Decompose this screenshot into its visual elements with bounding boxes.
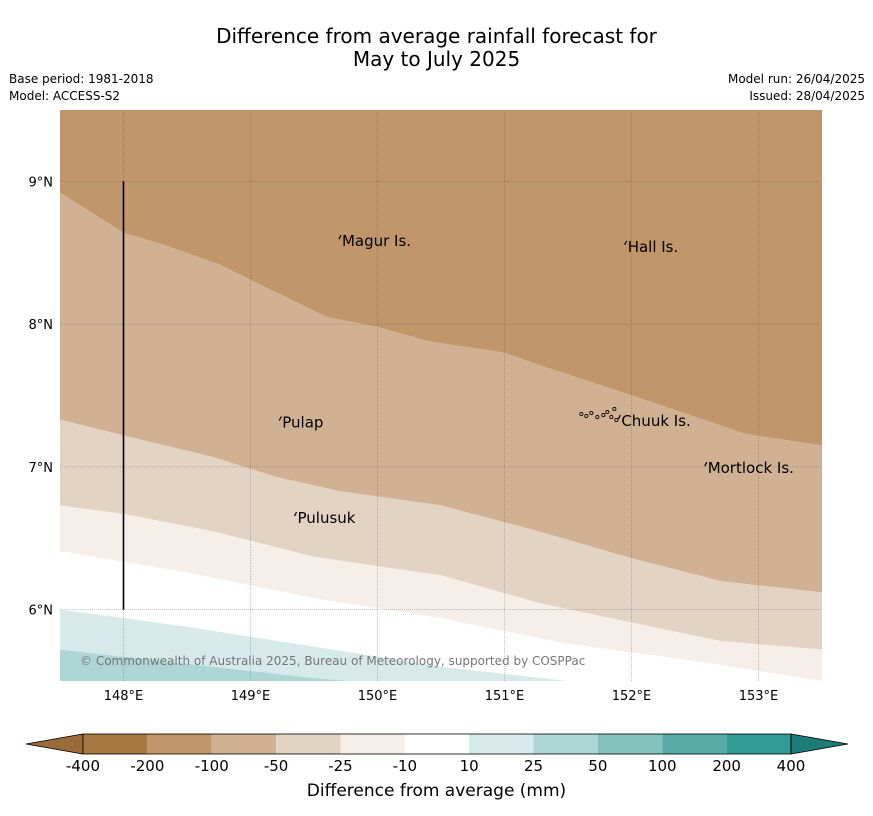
chuuk-islet [589, 411, 594, 416]
meta-left: Base period: 1981-2018 Model: ACCESS-S2 [9, 71, 154, 105]
chuuk-islet [609, 415, 614, 420]
colorbar-segment [147, 734, 212, 754]
lon-tick-label: 152°E [612, 689, 652, 704]
colorbar-label: -10 [393, 757, 418, 775]
map-field: Magur Is. Hall Is. Pulap Chuuk Is. Mortlock … [60, 110, 822, 681]
chart-title-line2: May to July 2025 [352, 47, 521, 71]
copyright-text: © Commonwealth of Australia 2025, Bureau… [80, 654, 585, 668]
chuuk-islet [605, 410, 610, 415]
colorbar-segment [211, 734, 277, 754]
colorbar-segment [533, 734, 598, 754]
colorbar-segment [276, 734, 341, 754]
place-label: Pulusuk [297, 509, 355, 527]
island-marker [293, 511, 298, 517]
place-label: Chuuk Is. [621, 412, 690, 430]
lon-tick-label: 151°E [485, 689, 525, 704]
colorbar-label: -25 [328, 757, 353, 775]
colorbar-label: 400 [777, 757, 806, 775]
lat-tick-label: 8°N [29, 318, 54, 333]
chart-title-line1: Difference from average rainfall forecas… [216, 24, 657, 48]
colorbar-label: 10 [460, 757, 479, 775]
chuuk-islet [612, 407, 617, 412]
colorbar-label: -400 [66, 757, 100, 775]
colorbar-label: 50 [588, 757, 607, 775]
lat-tick-label: 7°N [29, 461, 54, 476]
chuuk-islet [601, 413, 606, 418]
chuuk-islet [584, 414, 589, 419]
colorbar-segment [726, 734, 791, 754]
lat-tick-label: 9°N [29, 175, 54, 190]
island-marker [338, 234, 342, 240]
island-marker [278, 416, 282, 421]
colorbar-segment [662, 734, 727, 754]
colorbar-segment [83, 734, 148, 754]
lat-tick-label: 6°N [29, 604, 54, 619]
anomaly-band [60, 609, 822, 681]
model-text: Model: ACCESS-S2 [9, 89, 121, 103]
meta-right: Model run: 26/04/2025 Issued: 28/04/2025 [728, 71, 865, 105]
lon-tick-label: 148°E [104, 689, 144, 704]
colorbar-segment [340, 734, 405, 754]
island-marker [617, 414, 621, 420]
base-period-text: Base period: 1981-2018 [9, 72, 154, 86]
island-marker [704, 461, 708, 467]
chuuk-islet [579, 412, 584, 417]
place-label: Hall Is. [628, 238, 679, 256]
colorbar-title: Difference from average (mm) [306, 781, 567, 801]
place-label: Mortlock Is. [708, 459, 794, 477]
place-label: Pulap [282, 413, 323, 431]
colorbar-frame [82, 733, 792, 755]
anomaly-band [60, 551, 822, 681]
colorbar-extend-low [25, 733, 84, 755]
colorbar-label: -200 [130, 757, 164, 775]
colorbar-label: -50 [264, 757, 289, 775]
lon-tick-label: 150°E [358, 689, 398, 704]
colorbar-extend-high [790, 733, 849, 755]
colorbar-segment [469, 734, 534, 754]
model-run-text: Model run: 26/04/2025 [727, 72, 865, 86]
chuuk-islet [595, 415, 600, 420]
anomaly-band [60, 649, 822, 681]
lon-tick-label: 153°E [739, 689, 779, 704]
anomaly-band [60, 505, 822, 681]
colorbar-label: -100 [195, 757, 229, 775]
place-label: Magur Is. [342, 232, 411, 250]
colorbar-label: 200 [712, 757, 741, 775]
colorbar-label: 25 [524, 757, 543, 775]
colorbar-label: 100 [648, 757, 677, 775]
colorbar-segment [597, 734, 663, 754]
chuuk-islet [614, 418, 619, 423]
issued-text: Issued: 28/04/2025 [749, 89, 865, 103]
lon-tick-label: 149°E [231, 689, 271, 704]
anomaly-band [60, 110, 822, 446]
island-marker [624, 240, 628, 246]
colorbar-segment [404, 734, 470, 754]
